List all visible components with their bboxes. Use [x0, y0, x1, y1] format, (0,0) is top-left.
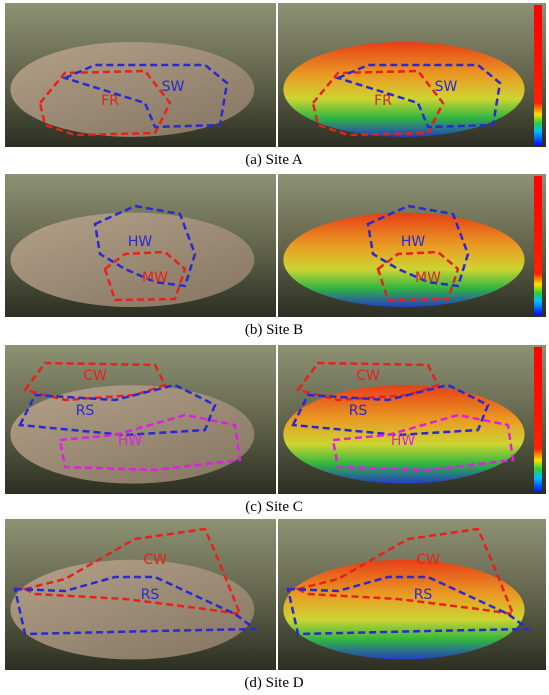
color-scale-bar	[534, 347, 542, 492]
region-label: FR	[374, 93, 392, 109]
photo-image: CW RS	[5, 519, 276, 670]
region-label: RS	[349, 403, 368, 419]
region-label: CW	[143, 552, 167, 568]
region-label: HW	[401, 234, 426, 250]
region-label: CW	[416, 552, 440, 568]
region-label: RS	[141, 587, 160, 603]
rock-face	[10, 42, 254, 137]
region-label: CW	[356, 368, 380, 384]
region-label: RS	[76, 403, 95, 419]
region-label: SW	[435, 79, 458, 95]
point-cloud	[283, 213, 524, 307]
intensity-image: FR SW	[278, 3, 546, 147]
caption: (d) Site D	[244, 675, 303, 691]
photo-image: CW RS HW	[5, 345, 276, 494]
page: FR SW FR SW (a) Site A HW MW HW MW (b) Site B CW RS…	[0, 0, 549, 695]
caption: (b) Site B	[245, 322, 303, 338]
region-label: HW	[391, 433, 416, 449]
region-label: HW	[118, 433, 143, 449]
region-label: MW	[415, 270, 441, 286]
region-label: FR	[101, 93, 119, 109]
color-scale-bar	[534, 5, 542, 145]
point-cloud	[283, 42, 524, 137]
rock-face	[10, 560, 254, 660]
intensity-image: CW RS	[278, 519, 546, 670]
color-scale-bar	[534, 176, 542, 315]
rock-face	[10, 213, 254, 307]
caption: (c) Site C	[245, 499, 303, 515]
region-label: CW	[83, 368, 107, 384]
photo-image: HW MW	[5, 174, 276, 317]
intensity-image: CW RS HW	[278, 345, 546, 494]
intensity-image: HW MW	[278, 174, 546, 317]
photo-image: FR SW	[5, 3, 276, 147]
caption: (a) Site A	[245, 152, 303, 168]
region-label: RS	[414, 587, 433, 603]
figure: FR SW FR SW (a) Site A HW MW HW MW (b) Site B CW RS…	[0, 0, 549, 695]
region-label: HW	[128, 234, 153, 250]
region-label: SW	[162, 79, 185, 95]
region-label: MW	[142, 270, 168, 286]
